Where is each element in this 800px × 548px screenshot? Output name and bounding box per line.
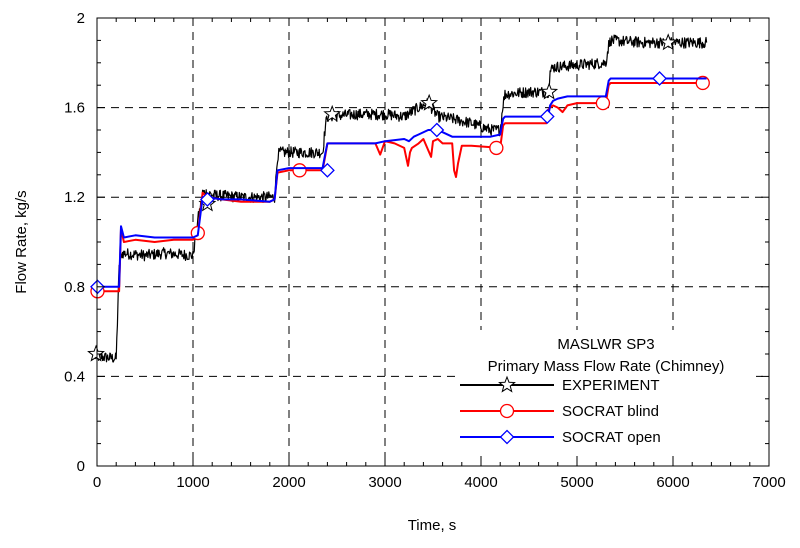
y-tick-label: 0.4 bbox=[64, 368, 85, 385]
series-line bbox=[94, 34, 708, 363]
x-tick-label: 7000 bbox=[752, 474, 785, 491]
x-tick-label: 6000 bbox=[656, 474, 689, 491]
x-tick-label: 3000 bbox=[368, 474, 401, 491]
data-point-marker bbox=[429, 122, 445, 138]
y-tick-label: 2 bbox=[77, 10, 85, 27]
data-point-marker bbox=[199, 192, 215, 207]
y-axis-label: Flow Rate, kg/s bbox=[13, 190, 30, 293]
data-point-marker bbox=[319, 162, 335, 178]
y-tick-label: 0 bbox=[77, 458, 85, 475]
legend-marker bbox=[498, 375, 516, 393]
legend-title-line2: Primary Mass Flow Rate (Chimney) bbox=[488, 358, 725, 375]
x-tick-label: 4000 bbox=[464, 474, 497, 491]
y-tick-label: 1.6 bbox=[64, 100, 85, 117]
legend-marker bbox=[499, 403, 515, 419]
legend-label: EXPERIMENT bbox=[562, 377, 660, 394]
axes bbox=[96, 17, 770, 467]
data-point-marker bbox=[323, 104, 342, 122]
data-point-marker bbox=[539, 109, 555, 124]
series-line bbox=[95, 77, 707, 288]
data-point-marker bbox=[595, 95, 611, 111]
legend-title-line1: MASLWR SP3 bbox=[557, 336, 654, 353]
y-tick-label: 0.8 bbox=[64, 279, 85, 296]
data-point-marker bbox=[652, 71, 667, 86]
data-point-marker bbox=[540, 82, 559, 100]
x-axis-label: Time, s bbox=[408, 517, 457, 534]
data-point-marker bbox=[292, 163, 307, 178]
legend: MASLWR SP3 Primary Mass Flow Rate (Chimn… bbox=[456, 330, 756, 456]
x-tick-label: 1000 bbox=[176, 474, 209, 491]
data-point-marker bbox=[489, 140, 504, 156]
data-point-marker bbox=[87, 344, 105, 362]
legend-label: SOCRAT open bbox=[562, 429, 661, 446]
data-point-marker bbox=[659, 33, 678, 51]
legend-entries: EXPERIMENT SOCRAT blind SOCRAT open bbox=[460, 375, 661, 446]
legend-label: SOCRAT blind bbox=[562, 403, 659, 420]
x-tick-label: 2000 bbox=[272, 474, 305, 491]
plot-frame bbox=[96, 17, 770, 467]
x-tick-label: 0 bbox=[93, 474, 101, 491]
legend-marker bbox=[499, 429, 515, 445]
series-socrat-blind bbox=[90, 75, 710, 299]
data-point-marker bbox=[695, 75, 710, 91]
series-layer bbox=[87, 33, 710, 363]
y-tick-label: 1.2 bbox=[64, 189, 85, 206]
x-tick-label: 5000 bbox=[560, 474, 593, 491]
series-socrat-open bbox=[90, 71, 707, 295]
data-point-marker bbox=[420, 93, 439, 111]
tick-labels: 0 1000 2000 3000 4000 5000 6000 7000 0 0.4 0.8 1.2 1… bbox=[64, 10, 786, 491]
